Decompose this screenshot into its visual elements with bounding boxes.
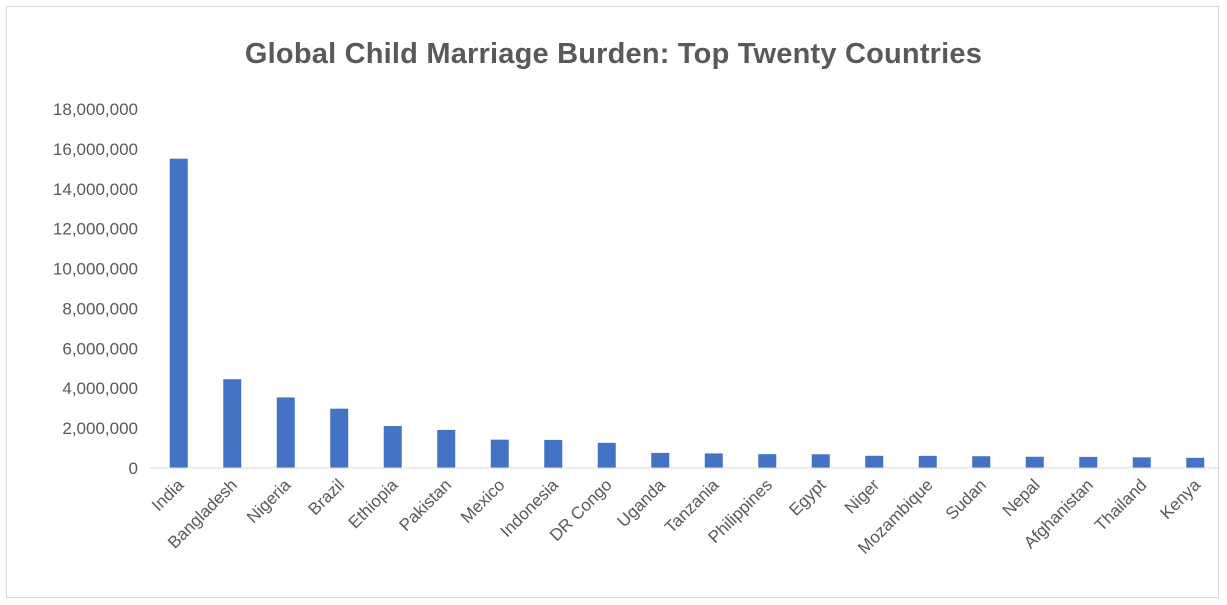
x-tick-label: Mexico — [457, 475, 509, 527]
chart-title: Global Child Marriage Burden: Top Twenty… — [244, 38, 983, 70]
bar-ethiopia — [383, 426, 402, 468]
bar-egypt — [811, 454, 830, 468]
x-tick-label: Kenya — [1157, 475, 1205, 523]
bar-brazil — [330, 408, 349, 468]
bar-nigeria — [276, 397, 295, 468]
y-tick-label: 10,000,000 — [53, 260, 138, 279]
x-tick-label: Sudan — [942, 475, 990, 523]
y-tick-label: 12,000,000 — [53, 220, 138, 239]
x-tick-label: Thailand — [1091, 475, 1151, 535]
bar-uganda — [651, 452, 670, 468]
bar-india — [169, 158, 188, 468]
x-tick-label: Pakistan — [396, 475, 456, 535]
bar-pakistan — [437, 429, 456, 468]
x-tick-label: India — [148, 475, 188, 515]
y-tick-label: 6,000,000 — [62, 339, 138, 358]
bars — [169, 158, 1205, 468]
bar-mozambique — [918, 455, 937, 468]
bar-dr-congo — [597, 442, 616, 468]
bar-tanzania — [704, 453, 723, 468]
bar-afghanistan — [1079, 456, 1098, 468]
y-axis-tick-labels: 0 2,000,000 4,000,000 6,000,000 8,000,000 10,… — [53, 100, 138, 478]
y-tick-label: 4,000,000 — [62, 379, 138, 398]
bar-nepal — [1025, 456, 1044, 468]
bar-philippines — [758, 454, 777, 468]
bar-indonesia — [544, 439, 563, 468]
x-tick-label: Egypt — [785, 475, 829, 519]
y-tick-label: 18,000,000 — [53, 100, 138, 119]
y-tick-label: 14,000,000 — [53, 180, 138, 199]
x-tick-label: Nepal — [999, 475, 1044, 520]
bar-bangladesh — [223, 379, 242, 468]
y-tick-label: 0 — [129, 459, 138, 478]
y-tick-label: 16,000,000 — [53, 140, 138, 159]
bar-niger — [865, 455, 884, 468]
bar-kenya — [1186, 457, 1205, 468]
y-tick-label: 8,000,000 — [62, 299, 138, 318]
bar-mexico — [490, 439, 509, 468]
chart-frame — [6, 6, 1219, 598]
bar-thailand — [1132, 457, 1151, 468]
x-tick-label: Niger — [841, 475, 883, 517]
x-tick-label: Brazil — [305, 475, 348, 518]
x-tick-label: Nigeria — [243, 475, 295, 527]
x-tick-label: Ethiopia — [345, 475, 402, 532]
y-tick-label: 2,000,000 — [62, 419, 138, 438]
bar-sudan — [972, 456, 991, 468]
